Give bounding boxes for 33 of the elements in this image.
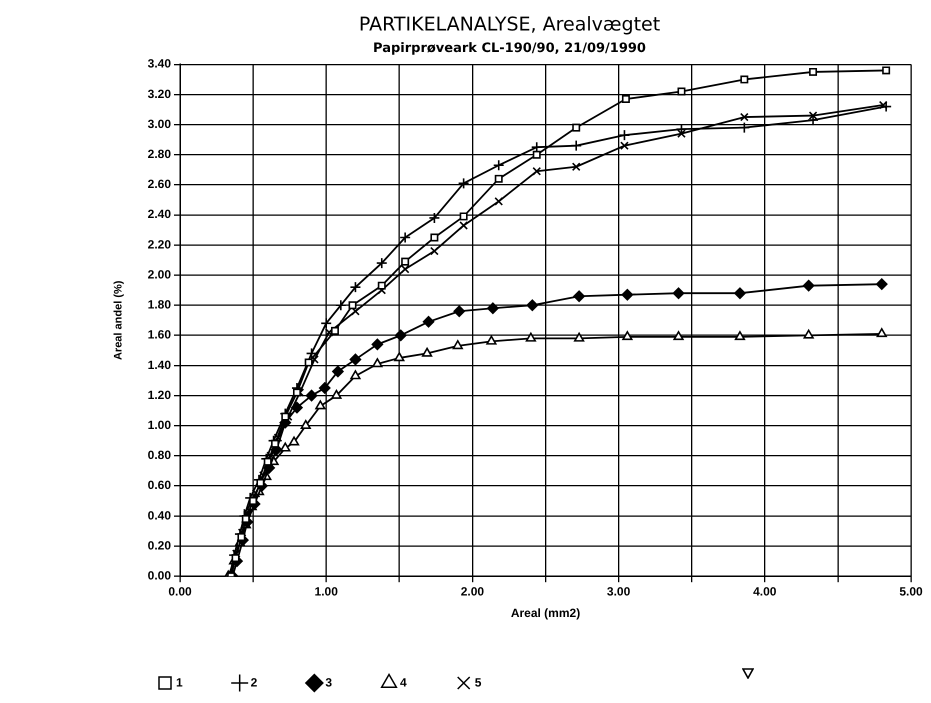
legend-label: 3 [325, 675, 332, 690]
x-tick-label: 0.00 [168, 584, 192, 599]
y-tick-label: 0.20 [148, 538, 172, 552]
y-tick-label: 0.60 [148, 478, 172, 492]
y-tick-label: 1.20 [148, 388, 172, 402]
legend-label: 1 [176, 675, 183, 690]
chart-subtitle: Papirprøveark CL-190/90, 21/09/1990 [373, 40, 646, 56]
y-tick-label: 0.80 [148, 448, 172, 462]
y-tick-label: 3.40 [148, 56, 172, 71]
x-tick-label: 4.00 [753, 584, 777, 599]
y-tick-label: 2.60 [148, 177, 172, 192]
x-tick-label: 1.00 [314, 584, 338, 599]
y-tick-label: 1.80 [148, 298, 172, 312]
y-tick-label: 3.00 [148, 116, 172, 131]
y-tick-label: 2.40 [148, 207, 172, 222]
chart-title: PARTIKELANALYSE, Arealvægtet [358, 13, 660, 36]
y-tick-label: 0.00 [148, 568, 172, 583]
y-tick-label: 2.00 [148, 267, 172, 282]
x-axis-title: Areal (mm2) [510, 606, 580, 620]
y-tick-label: 2.20 [148, 237, 172, 252]
y-tick-label: 3.20 [148, 86, 172, 101]
x-tick-label: 5.00 [899, 584, 923, 599]
legend-label: 4 [400, 675, 408, 690]
legend-label: 2 [250, 675, 258, 690]
legend-label: 5 [474, 675, 482, 690]
y-tick-label: 1.00 [148, 418, 172, 432]
y-tick-label: 2.80 [148, 147, 172, 162]
y-tick-label: 0.40 [148, 508, 172, 522]
x-tick-label: 3.00 [606, 584, 631, 599]
y-axis-title: Areal andel (%) [112, 280, 125, 360]
x-tick-label: 2.00 [460, 584, 484, 599]
y-tick-label: 1.60 [148, 328, 172, 342]
y-tick-label: 1.40 [148, 358, 172, 372]
